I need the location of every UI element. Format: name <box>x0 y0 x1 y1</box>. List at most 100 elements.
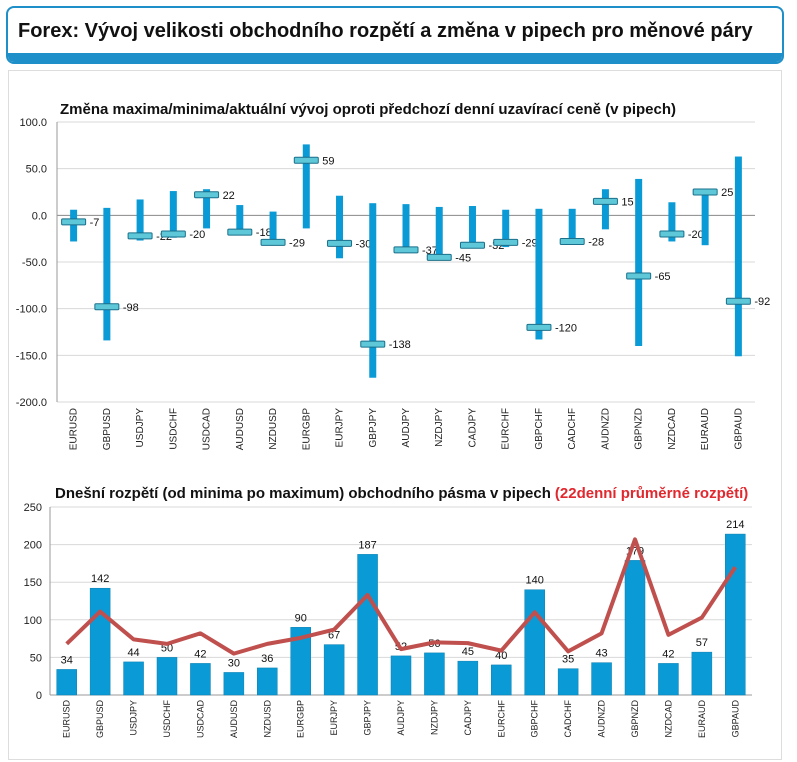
x-tick-label: GBPAUD <box>730 700 740 738</box>
data-label: 214 <box>726 519 744 531</box>
x-tick-label: EURJPY <box>329 700 339 736</box>
y-tick-label: -150.0 <box>16 350 47 362</box>
range-bar <box>169 191 177 238</box>
x-tick-label: NZDJPY <box>434 408 445 447</box>
data-label: 90 <box>295 612 307 624</box>
range-bar <box>435 206 443 260</box>
current-marker <box>592 197 618 205</box>
current-marker <box>559 237 585 245</box>
x-tick-label: EURJPY <box>335 408 346 448</box>
data-label: 142 <box>91 573 109 585</box>
x-tick-label: EURCHF <box>496 699 506 737</box>
bar <box>524 589 545 696</box>
y-tick-label: 100 <box>24 615 42 627</box>
data-label: -45 <box>455 252 471 264</box>
current-marker <box>360 340 386 348</box>
x-tick-label: NZDUSD <box>268 408 279 450</box>
x-tick-label: GBPUSD <box>95 700 105 739</box>
current-marker <box>493 238 519 246</box>
data-label: -30 <box>356 238 372 250</box>
x-tick-label: CADJPY <box>467 408 478 448</box>
x-tick-label: NZDCAD <box>667 408 678 450</box>
x-tick-label: CADCHF <box>563 699 573 737</box>
current-marker <box>227 228 253 236</box>
y-tick-label: 0 <box>36 690 42 702</box>
bar <box>591 662 612 696</box>
y-tick-label: -200.0 <box>16 397 47 409</box>
data-label: 34 <box>61 654 73 666</box>
x-tick-label: USDJPY <box>135 408 146 448</box>
bar <box>190 663 211 696</box>
bar <box>257 667 278 696</box>
x-tick-label: USDCAD <box>195 700 205 739</box>
x-tick-label: GBPNZD <box>630 700 640 738</box>
bar <box>357 554 378 696</box>
x-tick-label: EURUSD <box>69 408 80 450</box>
data-label: -29 <box>522 237 538 249</box>
x-tick-label: AUDJPY <box>396 700 406 736</box>
data-label: 67 <box>328 630 340 642</box>
x-tick-label: AUDNZD <box>600 408 611 450</box>
data-label: -20 <box>189 229 205 241</box>
range-bar <box>203 189 211 229</box>
x-tick-label: EURGBP <box>301 408 312 451</box>
average-line <box>65 537 737 656</box>
range-bar <box>701 192 709 246</box>
range-bar <box>601 189 609 230</box>
range-bar <box>70 209 78 242</box>
range-bar <box>103 207 111 341</box>
data-label: 30 <box>228 657 240 669</box>
current-marker <box>260 238 286 246</box>
current-marker <box>160 230 186 238</box>
x-tick-label: AUDUSD <box>229 700 239 739</box>
data-label: 42 <box>662 648 674 660</box>
current-marker <box>393 246 419 254</box>
data-label: 45 <box>462 646 474 658</box>
bar <box>123 661 144 696</box>
bar <box>323 644 345 696</box>
x-tick-label: AUDUSD <box>235 408 246 450</box>
data-label: 35 <box>562 654 574 666</box>
data-label: -98 <box>123 302 139 314</box>
bar <box>424 652 445 696</box>
x-tick-label: USDJPY <box>129 700 139 736</box>
range-bar <box>369 203 377 378</box>
x-tick-label: USDCHF <box>168 408 179 450</box>
current-marker <box>127 232 153 240</box>
range-bar <box>402 204 410 253</box>
range-bar <box>535 208 543 340</box>
x-tick-label: GBPUSD <box>102 408 113 450</box>
x-tick-label: EURGBP <box>296 700 306 738</box>
x-tick-label: NZDCAD <box>663 700 673 738</box>
range-bar <box>635 178 643 346</box>
data-label: 42 <box>194 648 206 660</box>
current-marker <box>692 188 718 196</box>
x-tick-label: AUDJPY <box>401 408 412 448</box>
y-tick-label: 0.0 <box>32 210 47 222</box>
range-bar <box>302 144 310 229</box>
data-label: 40 <box>495 650 507 662</box>
range-bar <box>136 199 144 241</box>
range-bar <box>734 156 742 357</box>
x-tick-label: USDCHF <box>162 699 172 737</box>
x-tick-label: EURAUD <box>700 408 711 450</box>
x-tick-label: GBPJPY <box>368 408 379 448</box>
data-label: 44 <box>127 647 139 659</box>
bar <box>89 587 111 696</box>
bar <box>390 655 412 696</box>
x-tick-label: EURCHF <box>501 408 512 450</box>
range-bar <box>468 206 476 248</box>
data-label: -92 <box>754 296 770 308</box>
y-tick-label: -100.0 <box>16 304 47 316</box>
data-label: 187 <box>358 539 376 551</box>
current-marker <box>725 297 751 305</box>
range-bar <box>269 211 277 246</box>
charts-panel <box>8 70 782 760</box>
y-tick-label: 100.0 <box>19 117 47 129</box>
data-label: -65 <box>655 271 671 283</box>
range-bar <box>568 208 576 242</box>
x-tick-label: GBPAUD <box>733 408 744 450</box>
y-tick-label: 50.0 <box>26 164 47 176</box>
chart2-title-main: Dnešní rozpětí (od minima po maximum) ob… <box>55 485 551 502</box>
